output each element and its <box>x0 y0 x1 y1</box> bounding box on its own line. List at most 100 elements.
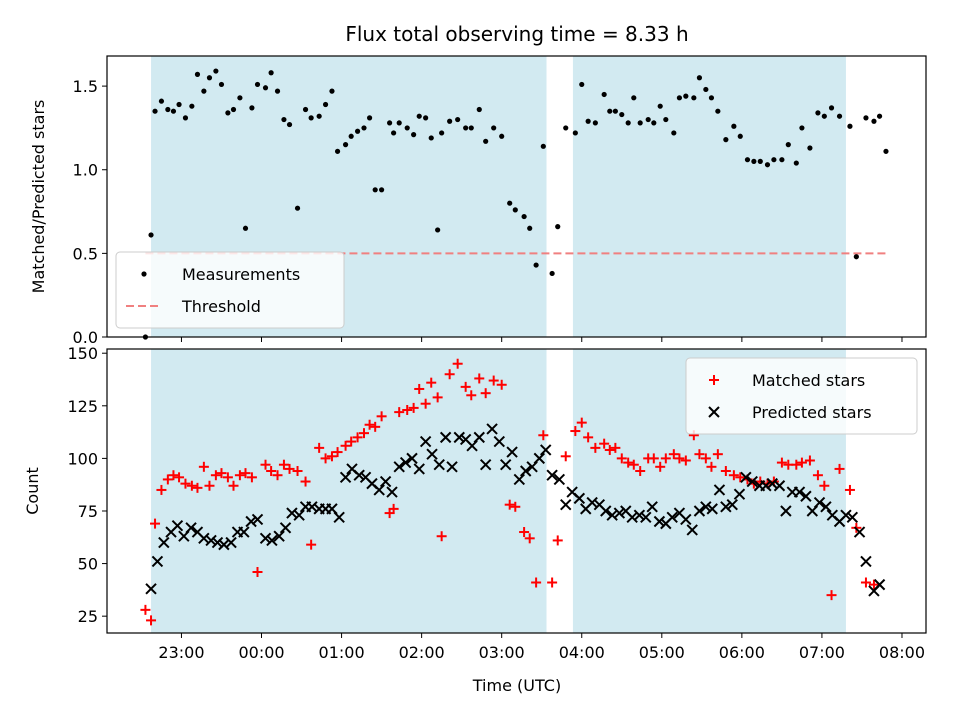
cross-stroke-b <box>840 509 852 521</box>
data-point <box>674 453 685 464</box>
data-point <box>414 383 425 394</box>
cross-stroke-b <box>198 532 210 545</box>
data-point <box>439 130 445 136</box>
y-tick-label: 75 <box>78 502 98 521</box>
cross-stroke-b <box>513 473 526 486</box>
cross-stroke-b <box>459 433 472 446</box>
data-point <box>573 492 586 505</box>
data-point <box>473 431 485 444</box>
y-tick-label: 1.0 <box>73 161 98 180</box>
cross-stroke-b <box>640 511 652 524</box>
data-point <box>651 120 657 126</box>
y-axis-title: Matched/Predicted stars <box>29 100 48 294</box>
y-axis: 0.0 0.5 1.0 1.5 <box>73 77 107 347</box>
x-tick-label: 00:00 <box>238 643 284 662</box>
y-tick-label: 1.5 <box>73 77 98 96</box>
data-point <box>604 444 615 455</box>
data-point <box>194 71 201 77</box>
data-point <box>452 358 463 369</box>
x-tick-label: 05:00 <box>639 643 685 662</box>
cross-stroke-b <box>540 444 552 456</box>
data-point <box>366 115 373 121</box>
data-point <box>700 453 711 464</box>
data-point <box>540 444 552 456</box>
data-point <box>476 106 482 113</box>
data-point <box>807 145 813 151</box>
cross-stroke-b <box>306 501 318 513</box>
data-point <box>238 526 250 538</box>
legend-marker <box>708 406 720 418</box>
data-point <box>322 101 329 108</box>
data-point <box>708 95 715 101</box>
data-point <box>404 125 410 131</box>
data-point <box>626 511 638 524</box>
data-point <box>623 457 634 468</box>
cross-stroke-b <box>419 435 432 448</box>
data-point <box>354 128 361 134</box>
y-axis-title: Count <box>23 467 42 515</box>
data-point <box>655 461 666 472</box>
cross-stroke-b <box>359 471 372 484</box>
data-point <box>170 108 177 114</box>
data-point <box>731 123 737 129</box>
data-point <box>326 451 337 462</box>
data-point <box>145 583 157 595</box>
data-point <box>504 499 515 510</box>
data-point <box>796 457 807 468</box>
data-point <box>860 577 871 588</box>
cross-stroke-b <box>633 509 646 521</box>
data-point <box>140 604 151 615</box>
data-point <box>847 123 853 129</box>
data-point <box>237 95 243 101</box>
data-point <box>764 162 771 168</box>
cross-stroke-b <box>708 406 720 418</box>
data-point <box>346 436 357 447</box>
data-point <box>579 81 585 88</box>
data-point <box>791 459 802 470</box>
y-tick-label: 0.0 <box>73 328 98 347</box>
data-point <box>240 468 251 479</box>
cross-stroke-b <box>606 509 618 521</box>
data-point <box>402 405 413 416</box>
data-point <box>148 232 154 238</box>
cross-stroke-b <box>413 463 425 475</box>
data-point <box>507 200 513 206</box>
data-point <box>860 555 872 568</box>
x-tick-label: 02:00 <box>399 643 445 662</box>
data-point <box>391 130 397 136</box>
data-point <box>703 86 709 93</box>
legend-label: Measurements <box>182 265 300 284</box>
data-point <box>306 539 317 550</box>
data-point <box>419 435 432 448</box>
data-point <box>486 423 498 435</box>
legend-label: Threshold <box>181 297 261 316</box>
cross-stroke-b <box>406 452 418 465</box>
cross-stroke-b <box>279 522 292 534</box>
data-point <box>286 507 298 519</box>
data-point <box>242 225 249 231</box>
data-point <box>804 455 815 466</box>
data-point <box>625 120 631 126</box>
data-point <box>773 480 786 492</box>
data-point <box>150 518 161 529</box>
data-point <box>506 446 518 458</box>
data-point <box>358 428 369 439</box>
legend-label: Predicted stars <box>752 403 872 422</box>
data-point <box>272 470 283 481</box>
data-point <box>230 106 237 113</box>
plot-frame <box>106 55 927 338</box>
data-point <box>388 503 399 514</box>
data-point <box>394 407 405 418</box>
data-point <box>186 480 197 491</box>
data-point <box>868 579 879 590</box>
data-point <box>720 501 732 513</box>
data-point <box>553 473 566 486</box>
data-point <box>152 108 158 114</box>
data-point <box>648 453 659 464</box>
data-point <box>616 453 627 464</box>
data-point <box>555 224 561 230</box>
x-tick-label: 07:00 <box>799 643 845 662</box>
data-point <box>185 522 197 534</box>
data-point <box>249 105 255 111</box>
cross-stroke-b <box>826 509 839 521</box>
